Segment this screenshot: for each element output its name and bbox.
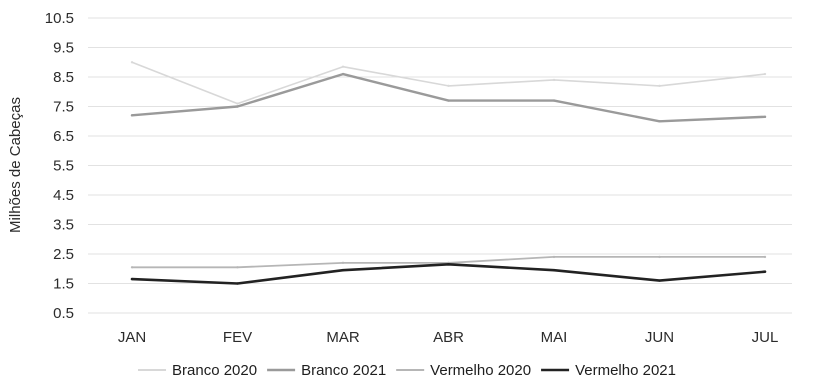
data-point	[447, 99, 450, 102]
data-point	[763, 115, 767, 119]
data-point	[236, 105, 239, 108]
data-point	[447, 263, 450, 266]
x-tick-label: JUL	[752, 329, 779, 346]
legend-label: Vermelho 2021	[575, 362, 676, 379]
y-tick-label: 7.5	[53, 99, 74, 116]
series-line-1	[130, 72, 767, 123]
x-tick-label: MAR	[326, 329, 360, 346]
y-tick-label: 6.5	[53, 128, 74, 145]
y-tick-label: 10.5	[45, 10, 74, 27]
data-point	[658, 279, 661, 282]
y-tick-label: 9.5	[53, 40, 74, 57]
x-tick-label: JUN	[645, 329, 674, 346]
data-point	[236, 102, 239, 105]
data-point	[658, 255, 661, 259]
data-point	[236, 282, 239, 285]
y-tick-label: 4.5	[53, 187, 74, 204]
data-point	[236, 266, 239, 269]
y-tick-label: 3.5	[53, 217, 74, 234]
data-point	[341, 72, 345, 76]
data-point	[552, 99, 556, 102]
x-tick-label: FEV	[223, 329, 252, 346]
legend-label: Branco 2021	[301, 362, 386, 379]
data-point	[552, 269, 556, 272]
data-point	[341, 261, 345, 265]
data-point	[130, 277, 134, 281]
x-tick-label: JAN	[118, 329, 146, 346]
y-tick-label: 5.5	[53, 158, 74, 175]
data-point	[552, 255, 556, 259]
data-point	[130, 114, 134, 117]
data-point	[763, 270, 767, 273]
data-point	[341, 269, 345, 272]
legend-label: Branco 2020	[172, 362, 257, 379]
y-tick-label: 1.5	[53, 276, 74, 293]
x-tick-label: ABR	[433, 329, 464, 346]
y-tick-label: 0.5	[53, 305, 74, 322]
data-point	[341, 65, 345, 68]
data-point	[130, 266, 134, 269]
data-point	[763, 72, 767, 76]
data-point	[130, 61, 134, 64]
series-line-0	[131, 61, 766, 105]
y-axis-label: Milhões de Cabeças	[7, 97, 24, 233]
data-point	[763, 255, 767, 259]
x-tick-label: MAI	[541, 329, 568, 346]
legend-label: Vermelho 2020	[430, 362, 531, 379]
data-point	[447, 84, 450, 88]
data-point	[658, 84, 661, 88]
data-point	[658, 120, 661, 123]
y-tick-label: 2.5	[53, 246, 74, 263]
y-tick-label: 8.5	[53, 69, 74, 86]
data-point	[552, 78, 556, 82]
